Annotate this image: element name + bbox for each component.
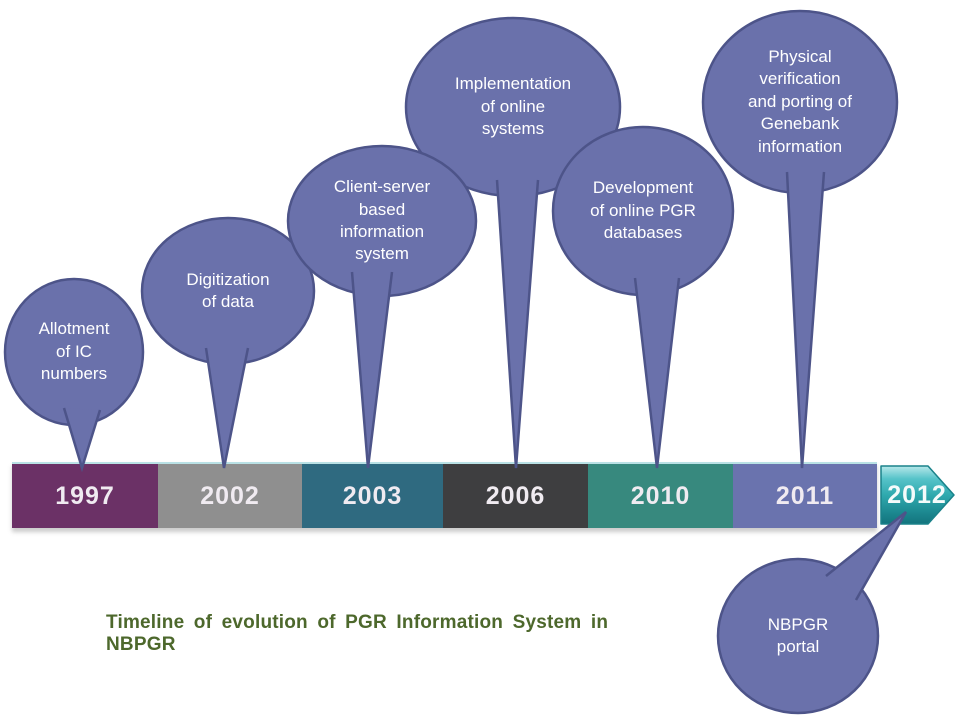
- timeline-arrow-2012: [880, 465, 955, 525]
- slide-caption: Timeline of evolution of PGR Information…: [106, 612, 609, 655]
- balloon-tail: [825, 511, 908, 601]
- timeline-segment-2011: 2011: [733, 464, 877, 528]
- balloon-label-allotment: Allotment of IC numbers: [38, 319, 110, 384]
- year-label: 2011: [775, 481, 835, 510]
- balloon-tail: [495, 179, 540, 469]
- balloon-tail: [350, 271, 394, 469]
- year-label: 2003: [342, 481, 403, 510]
- timeline-segment-2003: 2003: [302, 464, 443, 528]
- year-label: 2002: [200, 481, 260, 510]
- callout-allotment: [3, 277, 145, 473]
- balloon-tail: [62, 407, 102, 473]
- timeline-segment-1997: 1997: [12, 464, 158, 528]
- balloon-label-development: Development of online PGR databases: [590, 178, 696, 243]
- callout-physical-verification: [701, 9, 899, 469]
- callout-nbpgr-portal: [716, 511, 908, 715]
- arrow-shape-icon: [880, 465, 955, 525]
- year-label-2012: 2012: [887, 481, 947, 509]
- balloon-label-digitization: Digitization of data: [186, 269, 270, 311]
- timeline-segment-2010: 2010: [588, 464, 733, 528]
- balloon-tail: [633, 277, 681, 469]
- timeline-segment-2006: 2006: [443, 464, 588, 528]
- year-label: 2010: [630, 481, 691, 510]
- balloon-tail: [785, 171, 826, 469]
- balloon-circle: [716, 557, 880, 715]
- balloon-label-physical-verification: Physical verification and porting of Gen…: [748, 46, 852, 156]
- balloon-tail: [204, 347, 250, 469]
- timeline-segment-2002: 2002: [158, 464, 302, 528]
- timeline-bar: 1997 2002 2003 2006 2010 2011: [12, 462, 877, 528]
- callout-client-server: [286, 144, 478, 469]
- callout-development: [551, 125, 735, 469]
- balloon-label-implementation: Implementation of online systems: [454, 74, 572, 139]
- balloon-label-client-server: Client-server based information system: [333, 177, 431, 264]
- year-label: 2006: [485, 481, 546, 510]
- callout-implementation: [404, 16, 622, 469]
- balloon-label-nbpgr-portal: NBPGR portal: [767, 614, 829, 656]
- year-label: 1997: [55, 481, 115, 510]
- callout-digitization: [140, 216, 316, 469]
